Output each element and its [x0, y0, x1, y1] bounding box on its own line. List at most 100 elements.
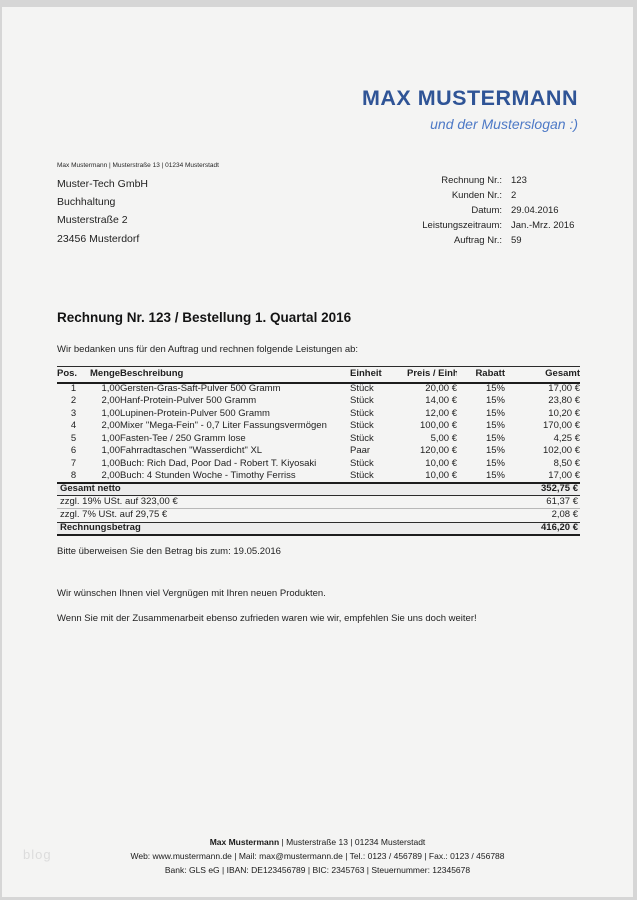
table-cell: 15% [485, 383, 505, 395]
items-table-summary: Gesamt netto 352,75 € zzgl. 19% USt. auf 3… [57, 482, 580, 536]
intro-text: Wir bedanken uns für den Auftrag und rec… [57, 344, 359, 355]
table-cell: 1,00 [101, 407, 121, 419]
table-row: 8 2,00 Buch: 4 Stunden Woche - Timothy Fer… [57, 470, 580, 483]
meta-value: 29.04.2016 [511, 205, 559, 216]
table-row: 1 1,00 Gersten-Gras-Saft-Pulver 500 Gramm S… [57, 383, 580, 396]
summary-value: 352,75 € [541, 483, 578, 495]
table-cell: 2,00 [101, 420, 121, 432]
items-table: Pos. Menge Beschreibung Einheit Preis / Einh… [57, 366, 580, 536]
table-cell: Stück [350, 432, 374, 444]
table-cell: 6 [70, 445, 77, 457]
table-cell: 100,00 € [420, 420, 457, 432]
table-cell: 15% [485, 420, 505, 432]
invoice-meta: Rechnung Nr.: 123 Kunden Nr.: 2 Datum: 29.04.… [342, 173, 583, 248]
footer-block: Max Mustermann | Musterstraße 13 | 01234… [2, 835, 633, 877]
summary-label: Gesamt netto [60, 483, 121, 495]
table-row: 2 2,00 Hanf-Protein-Pulver 500 Gramm Stück 1… [57, 395, 580, 408]
summary-row: Gesamt netto 352,75 € [57, 482, 580, 496]
table-cell: 2 [70, 395, 77, 407]
meta-value: 2 [511, 190, 517, 201]
table-cell: 2,00 [101, 470, 121, 481]
items-table-header: Pos. Menge Beschreibung Einheit Preis / Einh… [57, 366, 580, 383]
table-cell: Paar [350, 445, 371, 457]
table-cell: 170,00 € [543, 420, 580, 432]
column-header: Rabatt [475, 368, 505, 380]
table-cell: Mixer "Mega-Fein" - 0,7 Liter Fassungsve… [120, 420, 327, 432]
column-header: Beschreibung [120, 368, 184, 380]
table-cell: 10,20 € [548, 407, 580, 419]
table-cell: 17,00 € [548, 383, 580, 395]
meta-label: Kunden Nr.: [451, 190, 502, 201]
summary-label: zzgl. 7% USt. auf 29,75 € [60, 509, 168, 521]
meta-label: Datum: [471, 205, 502, 216]
recipient-line: Buchhaltung [57, 196, 116, 209]
table-row: 7 1,00 Buch: Rich Dad, Poor Dad - Robert T… [57, 458, 580, 471]
sender-return-address: Max Mustermann | Musterstraße 13 | 01234… [57, 162, 219, 169]
footer-address: | Musterstraße 13 | 01234 Musterstadt [279, 837, 426, 847]
table-cell: 10,00 € [425, 457, 457, 469]
table-cell: Fasten-Tee / 250 Gramm lose [120, 432, 246, 444]
summary-row: zzgl. 7% USt. auf 29,75 € 2,08 € [57, 509, 580, 523]
column-header: Pos. [57, 368, 78, 380]
summary-value: 2,08 € [551, 509, 578, 521]
table-row: 3 1,00 Lupinen-Protein-Pulver 500 Gramm Stü… [57, 408, 580, 421]
table-cell: Stück [350, 395, 374, 407]
table-row: 4 2,00 Mixer "Mega-Fein" - 0,7 Liter Fassu… [57, 420, 580, 433]
table-cell: 7 [70, 457, 77, 469]
table-cell: Stück [350, 407, 374, 419]
meta-value: Jan.-Mrz. 2016 [511, 220, 575, 231]
table-cell: 15% [485, 470, 505, 481]
table-cell: 102,00 € [543, 445, 580, 457]
table-cell: Hanf-Protein-Pulver 500 Gramm [120, 395, 257, 407]
table-cell: 15% [485, 457, 505, 469]
table-cell: Buch: Rich Dad, Poor Dad - Robert T. Kiy… [120, 457, 317, 469]
meta-label: Rechnung Nr.: [441, 175, 502, 186]
table-cell: 5 [70, 432, 77, 444]
payment-due-note: Bitte überweisen Sie den Betrag bis zum:… [57, 546, 281, 557]
summary-value: 416,20 € [541, 522, 578, 534]
recipient-line: 23456 Musterdorf [57, 232, 140, 245]
table-cell: Fahrradtaschen "Wasserdicht" XL [120, 445, 263, 457]
meta-label: Auftrag Nr.: [453, 235, 502, 246]
table-row: 5 1,00 Fasten-Tee / 250 Gramm lose Stück 5,0… [57, 433, 580, 446]
meta-label: Leistungszeitraum: [422, 220, 502, 231]
table-cell: Stück [350, 383, 374, 395]
summary-value: 61,37 € [546, 496, 578, 508]
table-cell: 14,00 € [425, 395, 457, 407]
table-cell: 3 [70, 407, 77, 419]
invoice-page: MAX MUSTERMANN und der Musterslogan :) M… [2, 7, 633, 897]
meta-value: 123 [511, 175, 527, 186]
table-cell: 1 [70, 383, 77, 395]
table-cell: 8 [70, 470, 77, 481]
column-header: Gesamt [545, 368, 580, 380]
column-header: Preis / Einh. [407, 368, 457, 380]
table-cell: 8,50 € [553, 457, 580, 469]
table-cell: Gersten-Gras-Saft-Pulver 500 Gramm [120, 383, 281, 395]
summary-row: Rechnungsbetrag 416,20 € [57, 522, 580, 536]
recipient-line: Muster-Tech GmbH [57, 178, 149, 190]
table-cell: Stück [350, 420, 374, 432]
table-cell: Stück [350, 457, 374, 469]
brand-name: MAX MUSTERMANN [361, 86, 578, 110]
summary-row: zzgl. 19% USt. auf 323,00 € 61,37 € [57, 496, 580, 509]
table-cell: 1,00 [101, 383, 121, 395]
table-cell: 1,00 [101, 445, 121, 457]
recipient-address: Muster-Tech GmbH Buchhaltung Musterstraße … [57, 175, 148, 248]
column-header: Menge [90, 368, 120, 380]
table-cell: 20,00 € [425, 383, 457, 395]
table-cell: 15% [485, 445, 505, 457]
footer-line-3: Bank: GLS eG | IBAN: DE123456789 | BIC: … [164, 865, 471, 875]
table-row: 6 1,00 Fahrradtaschen "Wasserdicht" XL Paar… [57, 445, 580, 458]
table-cell: Buch: 4 Stunden Woche - Timothy Ferriss [120, 470, 296, 481]
items-table-body: 1 1,00 Gersten-Gras-Saft-Pulver 500 Gramm S… [57, 383, 580, 483]
column-header: Einheit [350, 368, 382, 380]
invoice-title: Rechnung Nr. 123 / Bestellung 1. Quartal… [57, 310, 352, 325]
table-cell: 17,00 € [548, 470, 580, 481]
table-cell: 12,00 € [425, 407, 457, 419]
referral-note: Wenn Sie mit der Zusammenarbeit ebenso z… [57, 613, 477, 624]
footer-line-2: Web: www.mustermann.de | Mail: max@muste… [130, 851, 505, 861]
summary-label: zzgl. 19% USt. auf 323,00 € [60, 496, 178, 508]
items-table-wrap: Pos. Menge Beschreibung Einheit Preis / Einh… [57, 366, 580, 536]
brand-block: MAX MUSTERMANN und der Musterslogan :) [278, 86, 578, 132]
table-cell: 2,00 [101, 395, 121, 407]
